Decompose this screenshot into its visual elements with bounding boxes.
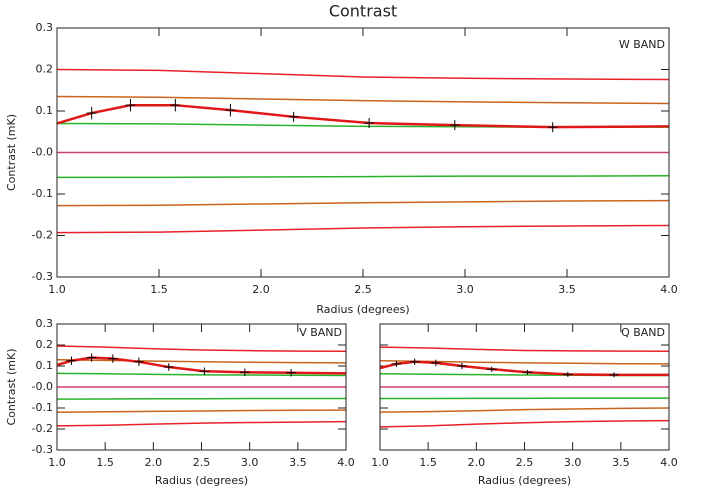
y-tick-label: 0.3 — [36, 21, 54, 34]
x-tick-label: 1.0 — [48, 456, 66, 469]
y-tick-label: 0.2 — [36, 63, 54, 76]
x-tick-label: 1.5 — [150, 283, 168, 296]
series-line — [56, 397, 346, 400]
x-tick-label: 4.0 — [660, 283, 678, 296]
x-tick-label: 1.5 — [419, 456, 437, 469]
x-tick-label: 4.0 — [337, 456, 355, 469]
chart-title: Contrast — [329, 2, 397, 21]
x-tick-label: 3.5 — [289, 456, 307, 469]
series-line — [379, 346, 670, 353]
band-label: W BAND — [619, 38, 665, 51]
series-line — [56, 372, 347, 377]
y-axis-label: Contrast (mK) — [5, 114, 18, 191]
x-tick-label: 2.0 — [252, 283, 270, 296]
series-line — [56, 356, 347, 375]
x-tick-label: 3.5 — [558, 283, 576, 296]
y-tick-label: -0.1 — [32, 401, 53, 414]
series-line — [379, 360, 669, 377]
plot-frame — [56, 27, 670, 278]
series-line — [56, 420, 347, 427]
y-axis-label: Contrast (mK) — [5, 348, 18, 425]
series-line — [56, 345, 347, 353]
x-tick-label: 2.0 — [468, 456, 486, 469]
x-axis-label: Radius (degrees) — [478, 474, 571, 487]
plot-frame — [379, 323, 670, 451]
y-tick-label: 0.1 — [36, 104, 54, 117]
x-tick-label: 2.5 — [193, 456, 211, 469]
series-line — [56, 224, 670, 234]
x-axis-label: Radius (degrees) — [155, 474, 248, 487]
plot-frame — [56, 323, 347, 451]
band-label: V BAND — [299, 326, 342, 339]
x-tick-label: 2.5 — [354, 283, 372, 296]
y-tick-label: -0.3 — [32, 270, 53, 283]
x-tick-label: 2.5 — [516, 456, 534, 469]
y-tick-label: -0.0 — [32, 146, 53, 159]
y-tick-label: -0.2 — [32, 422, 53, 435]
y-tick-label: -0.0 — [32, 380, 53, 393]
x-tick-label: 1.5 — [96, 456, 114, 469]
y-tick-label: 0.1 — [36, 359, 54, 372]
x-tick-label: 1.0 — [48, 283, 66, 296]
series-line — [379, 419, 670, 428]
x-tick-label: 1.0 — [371, 456, 389, 469]
y-tick-label: 0.2 — [36, 338, 54, 351]
y-tick-label: -0.3 — [32, 443, 53, 456]
x-tick-label: 2.0 — [145, 456, 163, 469]
y-tick-label: -0.2 — [32, 229, 53, 242]
series-line — [56, 95, 670, 105]
series-line — [56, 68, 670, 81]
x-axis-label: Radius (degrees) — [316, 303, 409, 316]
x-tick-label: 3.0 — [456, 283, 474, 296]
y-tick-label: -0.1 — [32, 187, 53, 200]
series-line — [57, 174, 670, 179]
series-line — [56, 409, 347, 413]
x-tick-label: 3.5 — [612, 456, 630, 469]
x-tick-label: 3.0 — [241, 456, 259, 469]
series-line — [379, 407, 670, 413]
x-tick-label: 4.0 — [660, 456, 678, 469]
series-line — [56, 199, 670, 207]
band-label: Q BAND — [621, 326, 665, 339]
series-line — [56, 103, 670, 129]
x-tick-label: 3.0 — [564, 456, 582, 469]
y-tick-label: 0.3 — [36, 317, 54, 330]
series-line — [56, 358, 347, 364]
